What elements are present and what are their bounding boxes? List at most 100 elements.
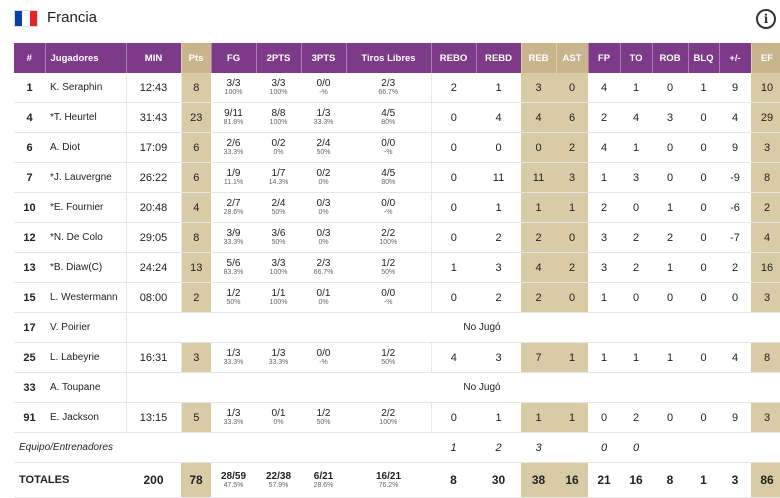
totals-ef: 86 [751,462,780,498]
player-points: 2 [181,282,211,313]
player-free-throws-value: 2/2 [381,408,396,419]
column-header-6[interactable]: 3PTS [301,43,347,73]
player-number: 13 [14,252,45,283]
column-header-3[interactable]: Pts [181,43,212,73]
player-blq: 0 [688,132,719,163]
column-header-14[interactable]: ROB [652,43,689,73]
player-reb: 0 [521,132,556,163]
team-header: Francia i [0,0,780,40]
player-number: 1 [14,73,45,103]
player-ef: 29 [751,102,780,133]
column-header-17[interactable]: EF [751,43,780,73]
table-row[interactable]: 6 A. Diot 17:09 6 2/6 33.3% 0/2 0% 2/4 50% 0/0 -% 0 0… [14,132,780,163]
totals-reb: 38 [521,462,556,498]
column-header-4[interactable]: FG [211,43,257,73]
player-rebo: 0 [431,102,476,133]
column-header-7[interactable]: Tiros Libres [346,43,432,73]
player-3pts-value: 2/3 [316,258,331,269]
table-row[interactable]: 15 L. Westermann 08:00 2 1/2 50% 1/1 100% 0/1 0% 0… [14,282,780,313]
player-free-throws-percent: 50% [381,269,396,276]
table-row[interactable]: 91 E. Jackson 13:15 5 1/3 33.3% 0/1 0% 1/2 50% 2/2… [14,402,780,433]
totals-minutes: 200 [126,462,181,498]
table-row[interactable]: 4 *T. Heurtel 31:43 23 9/11 81.8% 8/8 100% 1/3 33… [14,102,780,133]
player-fp: 4 [588,132,620,163]
player-minutes: 24:24 [126,252,182,283]
table-row[interactable]: 12 *N. De Colo 29:05 8 3/9 33.3% 3/6 50% 0/3 0% 2/… [14,222,780,253]
player-minutes: 12:43 [126,73,182,103]
table-row[interactable]: 10 *E. Fournier 20:48 4 2/7 28.6% 2/4 50% 0/3 0% 0… [14,192,780,223]
player-ef: 3 [751,132,780,163]
player-fp: 3 [588,252,620,283]
player-rebd: 11 [476,162,521,193]
player-name: A. Toupane [45,372,127,403]
column-header-12[interactable]: FP [588,43,621,73]
player-free-throws: 4/5 80% [346,162,432,193]
player-2pts: 8/8 100% [256,102,301,133]
player-number: 10 [14,192,45,223]
team-fp: 0 [588,432,620,463]
player-reb: 1 [521,402,556,433]
totals-2pts-value: 22/38 [265,470,292,482]
player-points: 13 [181,252,211,283]
player-2pts-percent: 33.3% [268,359,289,366]
player-ef: 10 [751,73,780,103]
table-row[interactable]: 17 V. Poirier No Jugó [14,312,780,343]
player-3pts: 0/0 -% [301,73,346,103]
column-header-0[interactable]: # [14,43,46,73]
column-header-8[interactable]: REBO [431,43,477,73]
player-fg-percent: 33.3% [223,149,244,156]
table-row[interactable]: 7 *J. Lauvergne 26:22 6 1/9 11.1% 1/7 14.3% 0/2 0… [14,162,780,193]
player-name: *B. Diaw(C) [45,252,127,283]
player-minutes: 20:48 [126,192,182,223]
player-number: 91 [14,402,45,433]
player-points: 5 [181,402,211,433]
player-rebo: 0 [431,192,476,223]
player-points: 6 [181,132,211,163]
player-blq: 0 [688,102,719,133]
column-header-2[interactable]: MIN [126,43,182,73]
column-header-15[interactable]: BLQ [688,43,720,73]
table-row[interactable]: 1 K. Seraphin 12:43 8 3/3 100% 3/3 100% 0/0 -% 2/3… [14,73,780,103]
player-2pts-percent: 0% [273,419,284,426]
player-free-throws-percent: 80% [381,179,396,186]
column-header-1[interactable]: Jugadores [45,43,127,73]
player-to: 2 [620,222,652,253]
player-minutes: 29:05 [126,222,182,253]
player-3pts: 0/2 0% [301,162,346,193]
column-header-10[interactable]: REB [521,43,557,73]
column-header-9[interactable]: REBD [476,43,522,73]
player-rob: 3 [652,102,688,133]
player-fg-value: 2/6 [226,138,241,149]
player-ef: 3 [751,282,780,313]
player-rob: 2 [652,222,688,253]
column-header-13[interactable]: TO [620,43,653,73]
player-rebo: 0 [431,162,476,193]
player-name: *J. Lauvergne [45,162,127,193]
player-points: 4 [181,192,211,223]
player-fg-value: 1/9 [226,168,241,179]
player-rob: 0 [652,282,688,313]
table-row[interactable]: 33 A. Toupane No Jugó [14,372,780,403]
player-fg: 1/9 11.1% [211,162,256,193]
column-header-11[interactable]: AST [556,43,589,73]
empty-cell [556,432,588,463]
player-2pts-percent: 50% [271,209,286,216]
player-3pts-value: 2/4 [316,138,331,149]
table-row[interactable]: 13 *B. Diaw(C) 24:24 13 5/6 83.3% 3/3 100% 2/3 66… [14,252,780,283]
table-row[interactable]: 25 L. Labeyrie 16:31 3 1/3 33.3% 1/3 33.3% 0/0 -%… [14,342,780,373]
team-coaches-row: Equipo/Entrenadores 1 2 3 0 0 [14,432,780,463]
empty-cell [256,432,301,463]
player-minutes: 17:09 [126,132,182,163]
player-3pts: 2/3 66.7% [301,252,346,283]
info-icon[interactable]: i [756,9,776,29]
player-number: 6 [14,132,45,163]
player-name: V. Poirier [45,312,127,343]
totals-fp: 21 [588,462,620,498]
column-header-16[interactable]: +/- [719,43,752,73]
player-plus-minus: 9 [719,402,751,433]
player-rob: 1 [652,192,688,223]
player-ef: 8 [751,162,780,193]
player-3pts-value: 0/1 [316,288,331,299]
column-header-5[interactable]: 2PTS [256,43,302,73]
player-3pts-value: 0/2 [316,168,331,179]
